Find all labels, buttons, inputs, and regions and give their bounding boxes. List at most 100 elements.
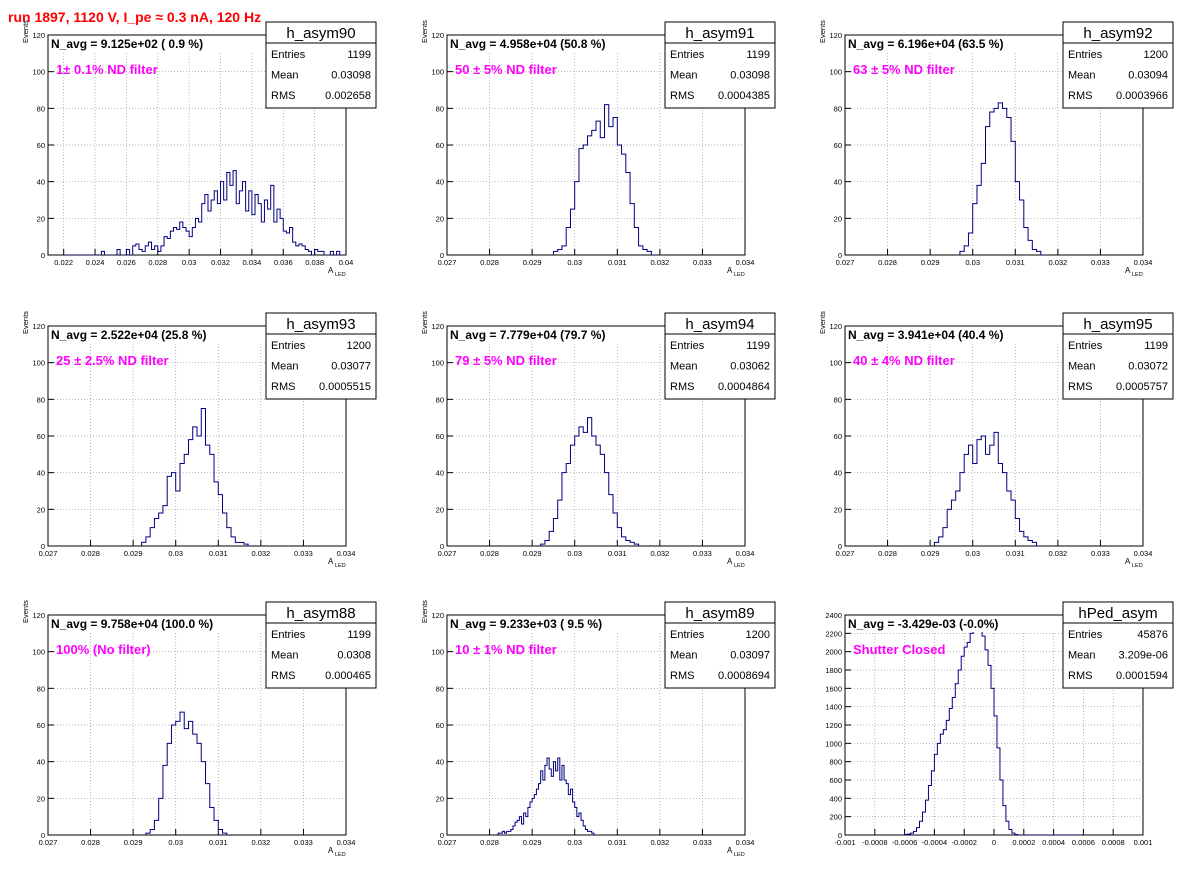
x-tick-label: 0.027 — [836, 549, 855, 558]
x-axis-label-subscript: LED — [1132, 563, 1143, 569]
y-tick-label: 120 — [431, 31, 444, 40]
y-axis-label: Events — [818, 20, 827, 43]
n-avg-header: N_avg = 2.522e+04 (25.8 %) — [51, 328, 206, 342]
stats-value: 1199 — [1144, 340, 1168, 352]
x-tick-label: 0.0006 — [1072, 838, 1095, 847]
stats-label: Entries — [670, 629, 705, 641]
histogram-name: h_asym93 — [286, 316, 355, 333]
histogram-series — [497, 757, 596, 835]
n-avg-header: N_avg = 9.758e+04 (100.0 %) — [51, 617, 213, 631]
y-tick-label: 40 — [436, 178, 444, 187]
y-tick-label: 0 — [838, 831, 842, 840]
y-tick-label: 40 — [37, 469, 45, 478]
stats-value: 45876 — [1137, 629, 1168, 641]
histogram-series — [552, 104, 660, 255]
stats-label: Mean — [670, 650, 698, 662]
x-tick-label: 0.03 — [168, 838, 183, 847]
x-tick-label: 0.031 — [209, 549, 228, 558]
y-tick-label: 60 — [37, 141, 45, 150]
x-tick-label: 0.04 — [339, 258, 354, 267]
x-tick-label: 0.031 — [608, 258, 627, 267]
x-tick-label: 0.03 — [567, 838, 582, 847]
y-axis-label: Events — [420, 20, 429, 43]
stats-label: RMS — [271, 381, 295, 393]
y-tick-label: 120 — [32, 31, 45, 40]
n-avg-header: N_avg = -3.429e-03 (-0.0%) — [848, 617, 998, 631]
histogram-series — [540, 417, 643, 546]
y-tick-label: 20 — [37, 794, 45, 803]
stats-value: 0.03062 — [730, 361, 770, 373]
y-tick-label: 2200 — [825, 629, 842, 638]
x-tick-label: 0.026 — [117, 258, 136, 267]
n-avg-header: N_avg = 9.125e+02 ( 0.9 %) — [51, 37, 203, 51]
x-tick-label: 0.028 — [81, 549, 100, 558]
y-tick-label: 60 — [37, 432, 45, 441]
y-tick-label: 0 — [838, 251, 842, 260]
n-avg-header: N_avg = 6.196e+04 (63.5 %) — [848, 37, 1003, 51]
stats-value: 3.209e-06 — [1118, 650, 1168, 662]
y-axis-label: Events — [420, 600, 429, 623]
filter-note: 10 ± 1% ND filter — [455, 642, 557, 657]
stats-label: Entries — [271, 340, 306, 352]
y-tick-label: 80 — [436, 104, 444, 113]
x-tick-label: 0.032 — [650, 549, 669, 558]
header-backdrop — [448, 616, 663, 632]
x-tick-label: 0.029 — [921, 549, 940, 558]
stats-value: 1199 — [746, 49, 770, 61]
x-tick-label: 0.032 — [650, 838, 669, 847]
y-tick-label: 1000 — [825, 739, 842, 748]
x-tick-label: 0.029 — [523, 258, 542, 267]
x-tick-label: 0.032 — [251, 838, 270, 847]
x-tick-label: 0.033 — [693, 549, 712, 558]
stats-box — [265, 601, 377, 689]
stats-label: Entries — [1068, 629, 1103, 641]
x-tick-label: 0.031 — [608, 549, 627, 558]
histogram-name: h_asym91 — [685, 25, 754, 42]
y-tick-label: 120 — [431, 611, 444, 620]
y-tick-label: 0 — [440, 831, 444, 840]
y-tick-label: 120 — [829, 31, 842, 40]
y-tick-label: 20 — [37, 505, 45, 514]
x-tick-label: 0.0004 — [1042, 838, 1065, 847]
stats-value: 0.0005757 — [1116, 381, 1168, 393]
x-axis-label-subscript: LED — [335, 563, 346, 569]
x-tick-label: 0.033 — [294, 838, 313, 847]
y-tick-label: 1200 — [825, 721, 842, 730]
stats-value: 0.0005515 — [319, 381, 371, 393]
y-tick-label: 100 — [431, 359, 444, 368]
stats-value: 0.03098 — [730, 70, 770, 82]
stats-box — [265, 21, 377, 109]
x-axis-label-subscript: LED — [734, 272, 745, 278]
stats-label: Mean — [1068, 650, 1096, 662]
y-tick-label: 600 — [829, 776, 842, 785]
x-tick-label: 0.032 — [1048, 549, 1067, 558]
y-tick-label: 200 — [829, 813, 842, 822]
x-tick-label: 0.033 — [1091, 258, 1110, 267]
stats-label: RMS — [670, 90, 694, 102]
stats-label: Entries — [271, 49, 306, 61]
stats-value: 0.0308 — [337, 650, 371, 662]
x-axis-label: A — [328, 266, 334, 275]
x-tick-label: 0.029 — [921, 258, 940, 267]
histogram-series — [933, 431, 1041, 546]
n-avg-header: N_avg = 3.941e+04 (40.4 %) — [848, 328, 1003, 342]
x-tick-label: 0.034 — [243, 258, 262, 267]
x-tick-label: 0.034 — [337, 549, 356, 558]
histogram-name: h_asym90 — [286, 25, 355, 42]
x-tick-label: 0.033 — [294, 549, 313, 558]
x-tick-label: 0.032 — [251, 549, 270, 558]
y-tick-label: 1600 — [825, 684, 842, 693]
x-tick-label: 0.027 — [836, 258, 855, 267]
stats-label: Mean — [670, 361, 698, 373]
stats-value: 0.002658 — [325, 90, 371, 102]
y-axis-label: Events — [21, 20, 30, 43]
filter-note: 50 ± 5% ND filter — [455, 62, 557, 77]
y-tick-label: 2000 — [825, 648, 842, 657]
y-tick-label: 80 — [436, 684, 444, 693]
y-tick-label: 60 — [834, 432, 842, 441]
histogram-panel-h_asym92: 0.027 0.028 0.029 0.03 0.031 0.032 0.033 0.034 0… — [818, 20, 1174, 278]
x-axis-label-subscript: LED — [1132, 272, 1143, 278]
histogram-name: h_asym94 — [685, 316, 754, 333]
x-axis-label: A — [727, 557, 733, 566]
y-tick-label: 80 — [37, 395, 45, 404]
